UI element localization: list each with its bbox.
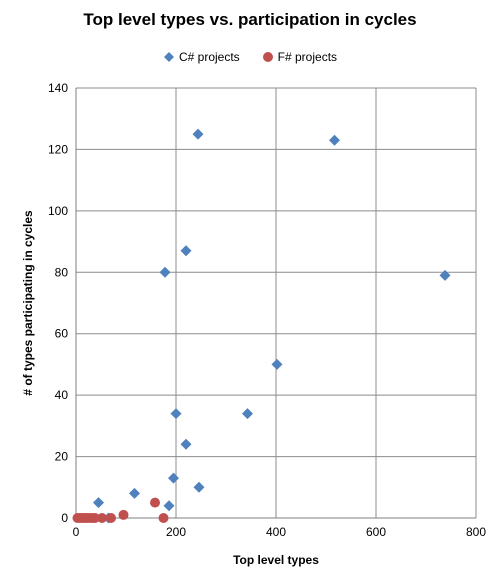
fsharp-point: [118, 509, 129, 520]
csharp-point: [93, 497, 104, 509]
legend-item-fsharp: F# projects: [262, 50, 337, 64]
x-axis-label: Top level types: [233, 553, 319, 567]
x-tick-label: 0: [73, 525, 80, 539]
chart-legend: C# projects F# projects: [0, 50, 500, 64]
csharp-point: [168, 472, 179, 484]
legend-item-csharp: C# projects: [163, 50, 240, 64]
x-tick-label: 200: [166, 525, 186, 539]
y-tick-label: 140: [48, 81, 68, 95]
circle-icon: [262, 51, 274, 63]
csharp-point: [159, 266, 171, 278]
legend-label-fsharp: F# projects: [277, 50, 338, 64]
y-tick-label: 60: [55, 327, 69, 341]
csharp-point: [242, 408, 253, 420]
csharp-point: [180, 438, 192, 450]
y-tick-label: 100: [48, 204, 68, 218]
fsharp-point: [90, 513, 100, 523]
fsharp-point: [158, 513, 169, 523]
x-tick-label: 800: [466, 525, 486, 539]
csharp-point: [129, 487, 140, 499]
diamond-icon: [163, 51, 175, 63]
y-axis-label: # of types participating in cycles: [21, 210, 35, 396]
fsharp-point: [97, 513, 107, 523]
y-tick-label: 80: [55, 265, 69, 279]
y-tick-label: 40: [55, 388, 69, 402]
fsharp-point: [150, 497, 160, 508]
csharp-point: [192, 128, 204, 140]
fsharp-point: [106, 513, 116, 523]
y-tick-label: 120: [48, 142, 68, 156]
legend-label-csharp: C# projects: [178, 50, 240, 64]
chart-title: Top level types vs. participation in cyc…: [83, 10, 417, 29]
csharp-point: [329, 134, 340, 146]
csharp-point: [193, 481, 205, 493]
y-tick-label: 0: [61, 511, 68, 525]
y-tick-label: 20: [55, 450, 69, 464]
csharp-point: [439, 269, 451, 281]
csharp-point: [180, 245, 192, 257]
csharp-point: [271, 358, 283, 370]
csharp-point: [163, 500, 175, 512]
x-tick-label: 600: [366, 525, 386, 539]
csharp-point: [170, 408, 182, 420]
x-tick-label: 400: [266, 525, 286, 539]
